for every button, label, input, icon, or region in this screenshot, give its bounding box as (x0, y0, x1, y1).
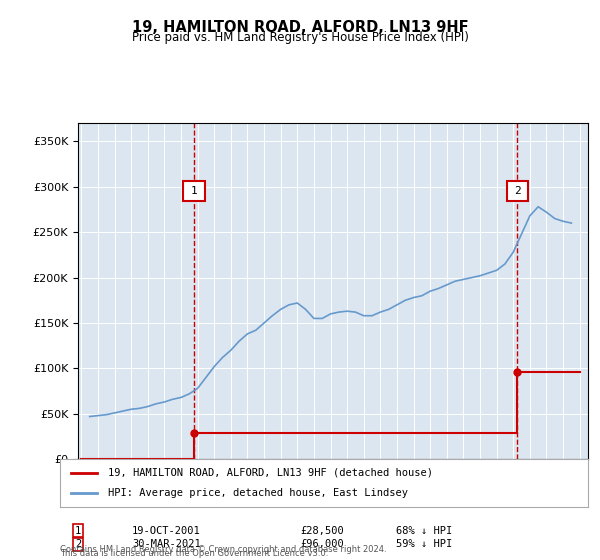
Text: 59% ↓ HPI: 59% ↓ HPI (396, 539, 452, 549)
Text: This data is licensed under the Open Government Licence v3.0.: This data is licensed under the Open Gov… (60, 549, 328, 558)
Text: Contains HM Land Registry data © Crown copyright and database right 2024.: Contains HM Land Registry data © Crown c… (60, 545, 386, 554)
Text: 1: 1 (75, 526, 81, 536)
Text: 19, HAMILTON ROAD, ALFORD, LN13 9HF (detached house): 19, HAMILTON ROAD, ALFORD, LN13 9HF (det… (107, 468, 433, 478)
Text: 68% ↓ HPI: 68% ↓ HPI (396, 526, 452, 536)
Text: 2: 2 (75, 539, 81, 549)
Text: 19-OCT-2001: 19-OCT-2001 (132, 526, 201, 536)
Text: 30-MAR-2021: 30-MAR-2021 (132, 539, 201, 549)
Text: 2: 2 (514, 186, 521, 197)
Text: HPI: Average price, detached house, East Lindsey: HPI: Average price, detached house, East… (107, 488, 407, 498)
Text: £96,000: £96,000 (300, 539, 344, 549)
Text: Price paid vs. HM Land Registry's House Price Index (HPI): Price paid vs. HM Land Registry's House … (131, 31, 469, 44)
Text: 19, HAMILTON ROAD, ALFORD, LN13 9HF: 19, HAMILTON ROAD, ALFORD, LN13 9HF (131, 20, 469, 35)
Text: 1: 1 (191, 186, 197, 197)
Text: £28,500: £28,500 (300, 526, 344, 536)
